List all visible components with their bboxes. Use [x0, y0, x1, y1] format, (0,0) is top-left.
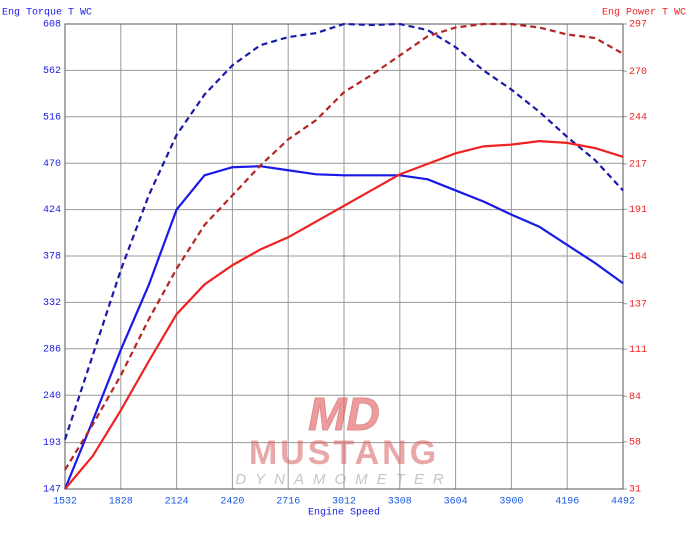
x-tick-label: 4492	[611, 497, 635, 508]
x-tick-label: 3012	[332, 497, 356, 508]
x-tick-label: 1828	[109, 497, 133, 508]
y-tick-label: 332	[43, 298, 61, 309]
series-line	[63, 22, 624, 440]
y2-tick-label: 137	[629, 299, 647, 310]
x-axis-label: Engine Speed	[308, 507, 380, 519]
watermark-brand: MUSTANG	[249, 434, 439, 472]
y2-tick-label: 164	[629, 252, 647, 263]
y2-tick-label: 270	[629, 67, 647, 78]
y-tick-label: 193	[43, 438, 61, 449]
series-line	[64, 140, 624, 490]
y-tick-label: 470	[43, 159, 61, 170]
y2-tick-label: 58	[629, 437, 641, 448]
y-tick-label: 562	[43, 66, 61, 77]
series-line	[64, 22, 624, 471]
y2-axis-label: Eng Power T WC	[602, 8, 686, 19]
y2-tick-label: 244	[629, 112, 647, 123]
x-tick-label: 4196	[555, 497, 579, 508]
x-tick-label: 3308	[388, 497, 412, 508]
y-tick-label: 608	[43, 20, 61, 31]
y2-tick-label: 297	[629, 20, 647, 31]
y-axis-label: Eng Torque T WC	[2, 8, 92, 19]
y-tick-label: 424	[43, 205, 61, 216]
y-tick-label: 286	[43, 344, 61, 355]
watermark-logo: MD	[308, 388, 380, 440]
watermark-sub: DYNAMOMETER	[235, 471, 452, 488]
y2-tick-label: 31	[629, 485, 641, 496]
y2-tick-label: 191	[629, 205, 647, 216]
y-tick-label: 378	[43, 252, 61, 263]
y-tick-label: 147	[43, 485, 61, 496]
x-tick-label: 1532	[53, 497, 77, 508]
y2-tick-label: 111	[629, 345, 647, 356]
y-tick-label: 516	[43, 112, 61, 123]
x-tick-label: 2716	[276, 497, 300, 508]
y-tick-label: 240	[43, 391, 61, 402]
y2-tick-label: 84	[629, 392, 641, 403]
x-tick-label: 2420	[220, 497, 244, 508]
y2-tick-label: 217	[629, 159, 647, 170]
series-line	[63, 165, 624, 490]
x-tick-label: 3604	[444, 497, 468, 508]
watermark: MD MUSTANG DYNAMOMETER	[235, 388, 452, 488]
x-tick-label: 2124	[165, 497, 189, 508]
x-tick-label: 3900	[499, 497, 523, 508]
